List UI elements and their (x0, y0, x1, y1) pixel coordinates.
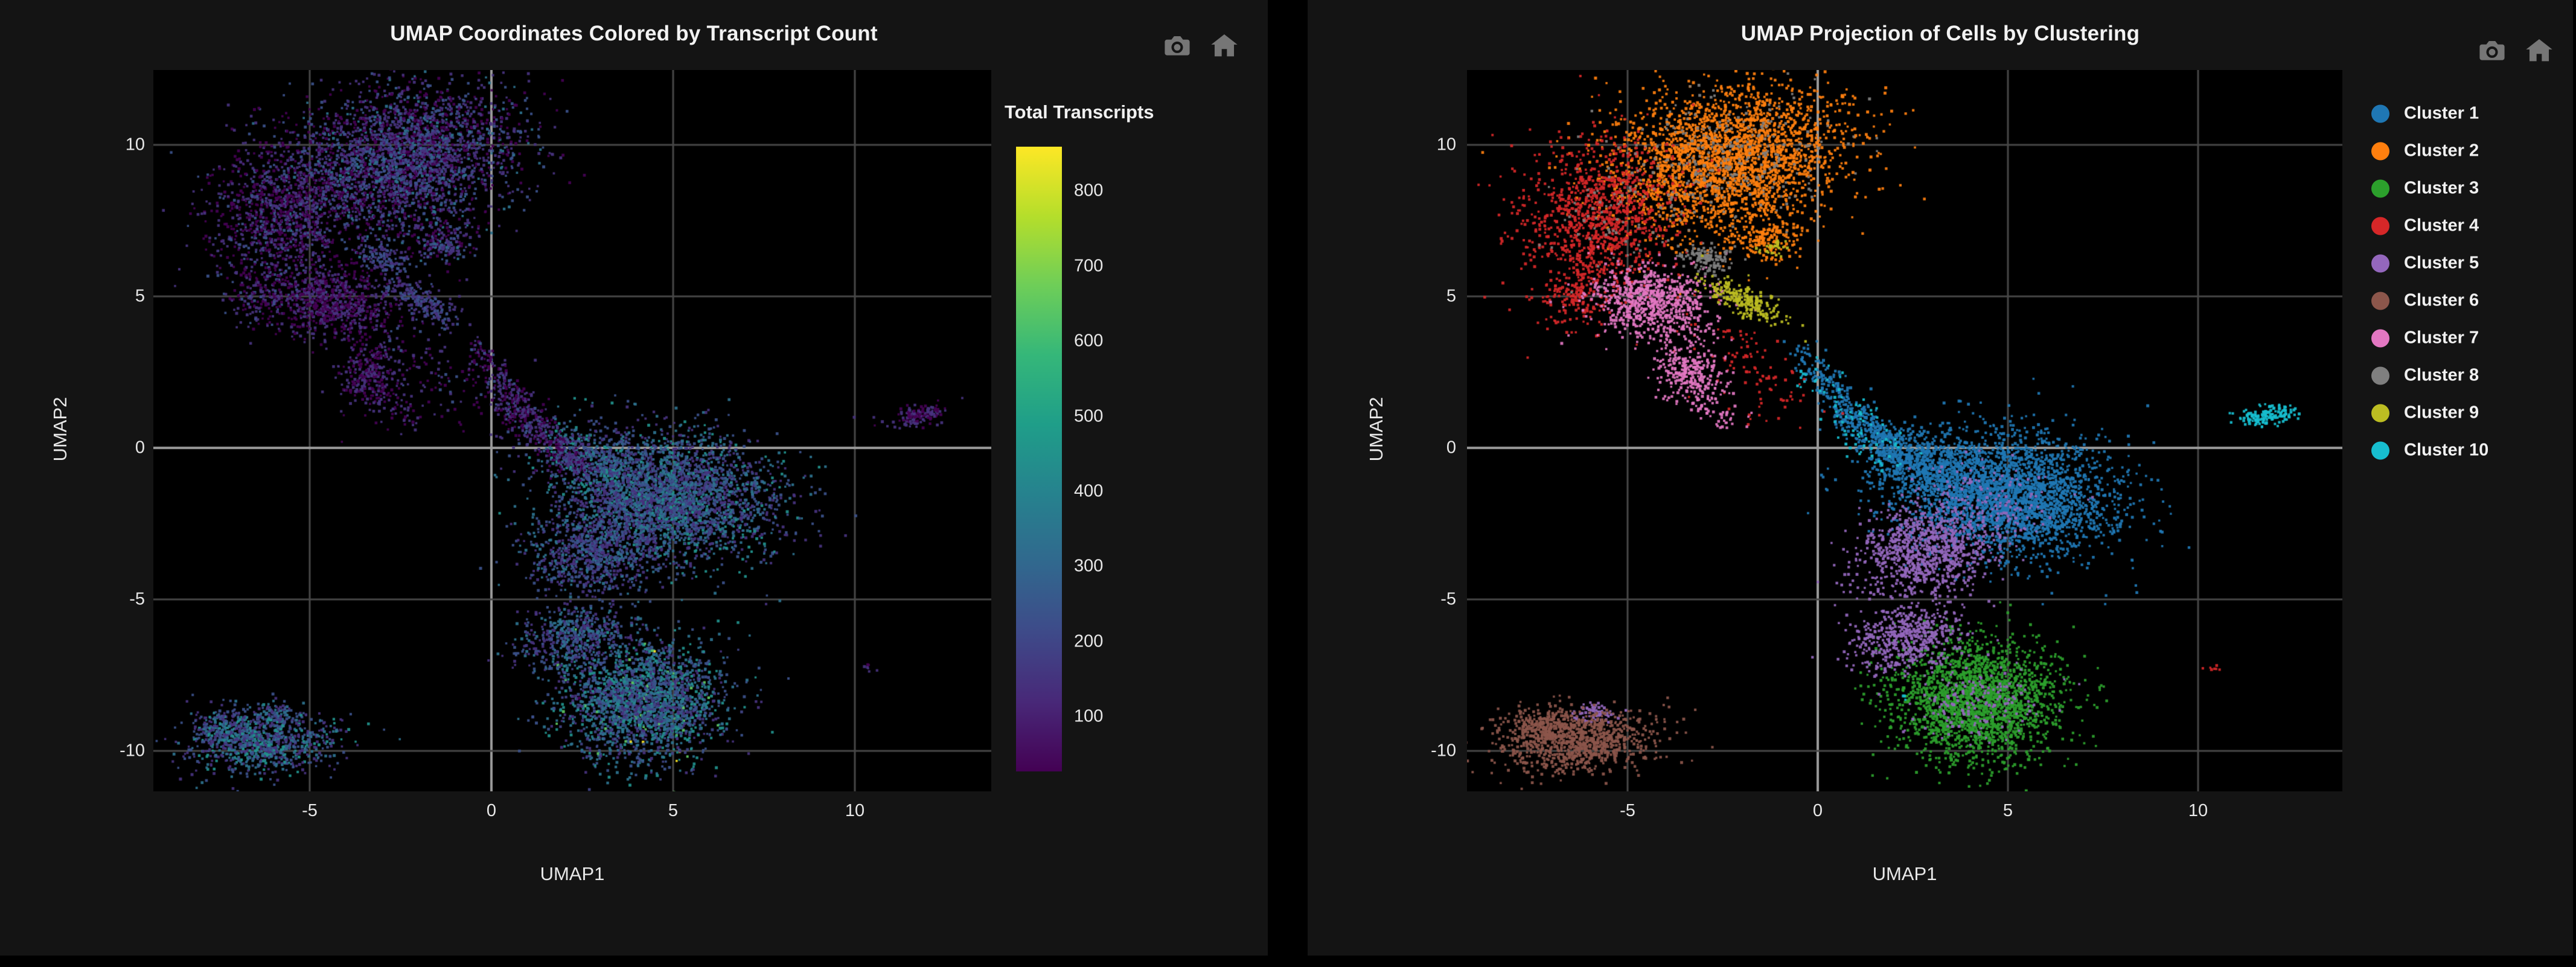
legend-label: Cluster 7 (2404, 328, 2479, 348)
x-tick-label: 10 (2188, 801, 2208, 820)
colorbar-tick-label: 300 (1074, 556, 1104, 576)
legend-label: Cluster 9 (2404, 403, 2479, 423)
legend-label: Cluster 1 (2404, 103, 2479, 123)
camera-icon (1165, 36, 1190, 56)
home-icon (2526, 39, 2552, 62)
colorbar-tick-label: 500 (1074, 406, 1104, 426)
left-modebar (1162, 30, 1240, 62)
left-chart-card: UMAP Coordinates Colored by Transcript C… (0, 0, 1268, 956)
legend-item-cluster-6[interactable]: Cluster 6 (2371, 291, 2479, 311)
home-button[interactable] (2523, 35, 2555, 66)
legend-swatch (2371, 329, 2389, 347)
x-tick-label: -5 (1620, 801, 1635, 820)
camera-icon (2479, 40, 2505, 60)
x-tick-label: 5 (668, 801, 679, 820)
x-tick-label: 5 (2002, 801, 2013, 820)
y-tick-label: 5 (135, 286, 145, 306)
legend-swatch (2371, 292, 2389, 310)
y-tick-label: 10 (1436, 135, 1456, 155)
left-xaxis-title: UMAP1 (540, 863, 605, 884)
legend-item-cluster-9[interactable]: Cluster 9 (2371, 403, 2479, 423)
x-tick-label: 10 (845, 801, 865, 820)
legend-item-cluster-7[interactable]: Cluster 7 (2371, 328, 2479, 348)
legend-swatch (2371, 179, 2389, 197)
legend-swatch (2371, 254, 2389, 272)
colorbar-gradient (1016, 147, 1062, 771)
legend-label: Cluster 8 (2404, 365, 2479, 385)
y-tick-label: -5 (1440, 589, 1456, 609)
y-tick-label: -10 (120, 741, 145, 761)
camera-button[interactable] (1162, 30, 1193, 62)
colorbar-tick-label: 800 (1074, 180, 1104, 200)
legend-swatch (2371, 366, 2389, 385)
legend-swatch (2371, 217, 2389, 235)
colorbar-tick-label: 100 (1074, 706, 1104, 726)
left-yaxis-title: UMAP2 (50, 397, 71, 462)
legend-item-cluster-1[interactable]: Cluster 1 (2371, 104, 2479, 124)
left-plot-canvas[interactable] (153, 70, 991, 791)
colorbar-tick-label: 200 (1074, 631, 1104, 651)
legend-swatch (2371, 142, 2389, 160)
legend-item-cluster-4[interactable]: Cluster 4 (2371, 216, 2479, 236)
legend-swatch (2371, 404, 2389, 422)
y-tick-label: -5 (129, 589, 145, 609)
legend-item-cluster-8[interactable]: Cluster 8 (2371, 366, 2479, 386)
right-yaxis-title: UMAP2 (1366, 397, 1387, 462)
x-tick-label: 0 (1812, 801, 1823, 820)
y-tick-label: 5 (1446, 286, 1456, 306)
legend-swatch (2371, 441, 2389, 459)
legend-swatch (2371, 104, 2389, 123)
right-xaxis-title: UMAP1 (1872, 863, 1937, 884)
legend-item-cluster-3[interactable]: Cluster 3 (2371, 179, 2479, 199)
colorbar-title: Total Transcripts (1005, 101, 1154, 123)
x-tick-label: -5 (302, 801, 318, 820)
legend-label: Cluster 6 (2404, 290, 2479, 310)
y-tick-label: 10 (125, 135, 145, 155)
home-button[interactable] (1209, 30, 1240, 62)
y-tick-label: 0 (135, 438, 145, 458)
legend-label: Cluster 10 (2404, 440, 2489, 460)
legend-item-cluster-2[interactable]: Cluster 2 (2371, 141, 2479, 161)
legend-label: Cluster 2 (2404, 141, 2479, 161)
legend-label: Cluster 4 (2404, 215, 2479, 235)
y-tick-label: -10 (1431, 741, 1456, 761)
right-chart-card: UMAP Projection of Cells by Clustering U… (1308, 0, 2573, 956)
colorbar-tick-label: 600 (1074, 331, 1104, 351)
colorbar-tick-label: 400 (1074, 481, 1104, 501)
camera-button[interactable] (2476, 35, 2508, 66)
colorbar-tick-label: 700 (1074, 256, 1104, 276)
home-icon (1211, 34, 1238, 57)
legend-label: Cluster 5 (2404, 253, 2479, 273)
right-plot-title: UMAP Projection of Cells by Clustering (1740, 22, 2140, 45)
legend-item-cluster-5[interactable]: Cluster 5 (2371, 254, 2479, 273)
right-plot-canvas[interactable] (1467, 70, 2342, 791)
y-tick-label: 0 (1446, 438, 1456, 458)
legend-item-cluster-10[interactable]: Cluster 10 (2371, 441, 2488, 461)
legend-label: Cluster 3 (2404, 178, 2479, 198)
right-modebar (2476, 35, 2555, 66)
left-plot-title: UMAP Coordinates Colored by Transcript C… (390, 22, 878, 45)
x-tick-label: 0 (486, 801, 497, 820)
